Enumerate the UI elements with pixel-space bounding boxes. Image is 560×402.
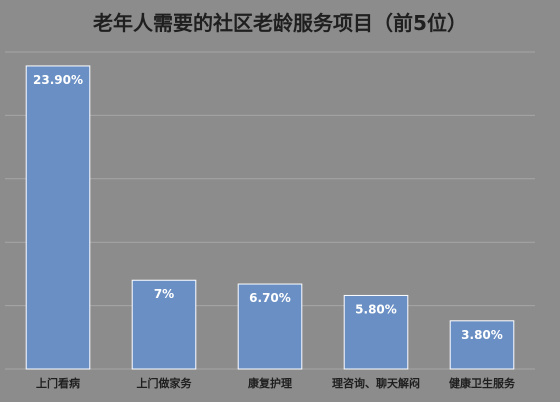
bar bbox=[26, 66, 90, 369]
data-label: 3.80% bbox=[461, 328, 503, 342]
x-tick-label: 理咨询、聊天解闷 bbox=[332, 376, 420, 390]
data-label: 7% bbox=[154, 287, 174, 301]
x-tick-label: 上门看病 bbox=[36, 376, 80, 390]
x-tick-label: 康复护理 bbox=[248, 376, 292, 390]
x-tick-label: 上门做家务 bbox=[137, 376, 193, 390]
data-label: 5.80% bbox=[355, 302, 397, 316]
data-label: 23.90% bbox=[33, 73, 83, 87]
data-label: 6.70% bbox=[249, 291, 291, 305]
chart-title: 老年人需要的社区老龄服务项目（前5位） bbox=[93, 11, 467, 35]
x-tick-label: 健康卫生服务 bbox=[449, 376, 516, 390]
